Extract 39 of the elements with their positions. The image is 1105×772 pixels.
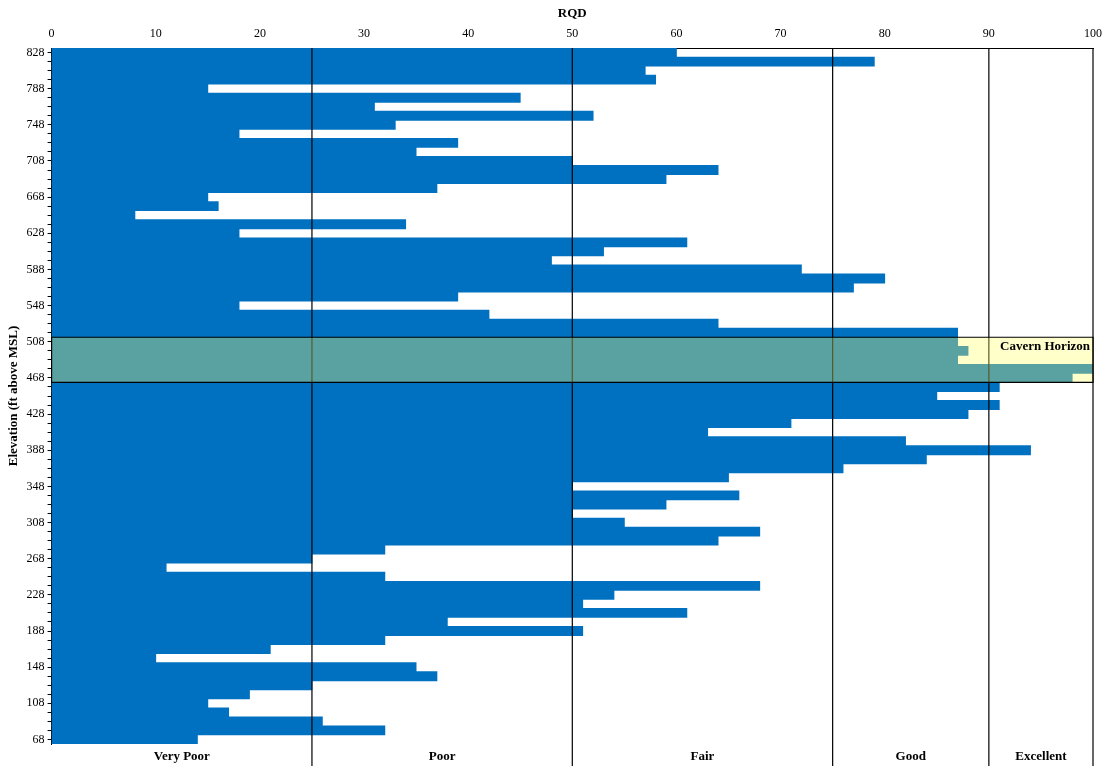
x-tick-label: 30 [358,25,371,40]
x-tick-label: 0 [48,25,55,40]
x-tick-label: 10 [149,25,162,40]
text: Poor [428,748,456,764]
text: Excellent [1015,748,1068,764]
y-tick-label: 348 [26,478,45,493]
y-tick-label: 188 [26,623,45,638]
y-tick-label: 468 [26,370,45,385]
y-tick-label: 388 [26,442,45,457]
y-tick-label: 108 [26,695,45,710]
x-tick-label: 90 [982,25,995,40]
y-tick-label: 748 [26,116,45,131]
y-tick-label: 588 [26,261,45,276]
y-axis-title: Elevation (ft above MSL) [5,325,21,467]
text: Fair [690,748,715,764]
y-tick-label: 508 [26,333,45,348]
x-tick-label: 80 [878,25,891,40]
x-tick-label: 70 [774,25,787,40]
x-axis-title: RQD [557,5,587,21]
y-tick-label: 668 [26,189,45,204]
y-tick-label: 68 [32,731,45,746]
x-tick-label: 20 [253,25,266,40]
y-tick-label: 548 [26,297,45,312]
y-tick-label: 828 [26,44,45,59]
y-tick-label: 308 [26,514,45,529]
x-tick-label: 40 [462,25,475,40]
y-tick-label: 788 [26,80,45,95]
x-tick-label: 100 [1084,25,1102,40]
x-tick-label: 50 [566,25,579,40]
y-tick-label: 628 [26,225,45,240]
y-tick-label: 148 [26,659,45,674]
band-label: Cavern Horizon [1000,337,1091,353]
text: Good [895,748,927,764]
y-tick-label: 228 [26,587,45,602]
x-tick-label: 60 [670,25,683,40]
y-tick-label: 428 [26,406,45,421]
y-tick-label: 268 [26,550,45,565]
text: Very Poor [153,748,211,764]
y-tick-label: 708 [26,153,45,168]
